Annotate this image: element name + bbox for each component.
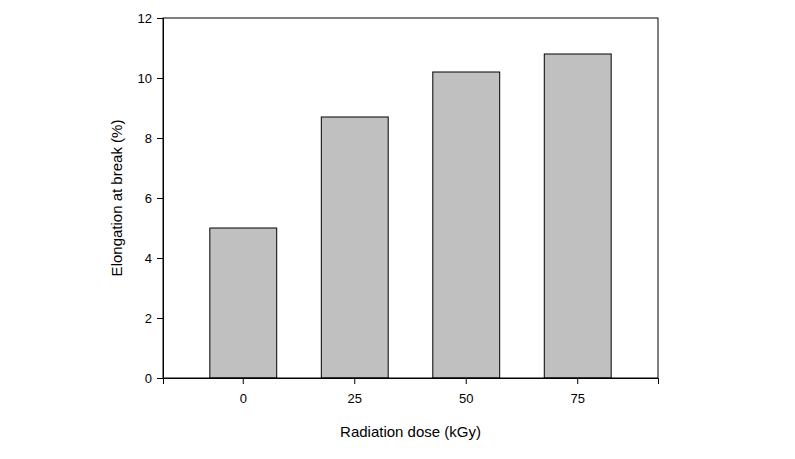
x-tick: 25 (348, 378, 362, 406)
y-tick-mark (157, 318, 163, 319)
y-tick-label: 6 (145, 191, 152, 206)
bar (433, 72, 500, 378)
y-tick-label: 2 (145, 311, 152, 326)
x-tick-mark (243, 378, 244, 384)
bars (210, 54, 611, 378)
y-tick: 10 (138, 71, 163, 86)
x-tick-label: 50 (459, 391, 473, 406)
x-axis-line (164, 379, 659, 385)
x-tick-mark (577, 378, 578, 384)
y-axis-line (157, 19, 164, 379)
y-tick-label: 0 (145, 371, 152, 386)
y-tick-mark (157, 18, 163, 19)
y-tick: 0 (145, 371, 163, 386)
x-tick-label: 0 (240, 391, 247, 406)
y-tick: 6 (145, 191, 163, 206)
x-axis-title: Radiation dose (kGy) (340, 423, 481, 440)
y-tick-mark (157, 138, 163, 139)
y-tick: 2 (145, 311, 163, 326)
y-axis-title: Elongation at break (%) (108, 120, 125, 277)
bar (210, 228, 277, 378)
x-tick: 50 (459, 378, 473, 406)
x-axis: 0 25 50 75 (164, 378, 659, 406)
chart: 0 2 4 6 8 10 12 0 25 50 75 Radiation dose (kGy) Elon… (0, 0, 795, 459)
plot-frame (163, 18, 658, 378)
x-tick: 0 (240, 378, 247, 406)
y-tick: 4 (145, 251, 163, 266)
x-tick-mark (354, 378, 355, 384)
y-tick-label: 10 (138, 71, 152, 86)
x-tick: 75 (570, 378, 584, 406)
y-tick-mark (157, 78, 163, 79)
y-axis: 0 2 4 6 8 10 12 (138, 11, 164, 386)
y-tick-label: 4 (145, 251, 152, 266)
x-tick-label: 75 (570, 391, 584, 406)
bar (321, 117, 388, 378)
y-tick: 8 (145, 131, 163, 146)
y-tick-label: 12 (138, 11, 152, 26)
x-tick-mark (466, 378, 467, 384)
bar (544, 54, 611, 378)
y-tick-mark (157, 198, 163, 199)
x-tick-label: 25 (348, 391, 362, 406)
y-tick-mark (157, 378, 163, 379)
y-tick-label: 8 (145, 131, 152, 146)
y-tick: 12 (138, 11, 163, 26)
y-tick-mark (157, 258, 163, 259)
